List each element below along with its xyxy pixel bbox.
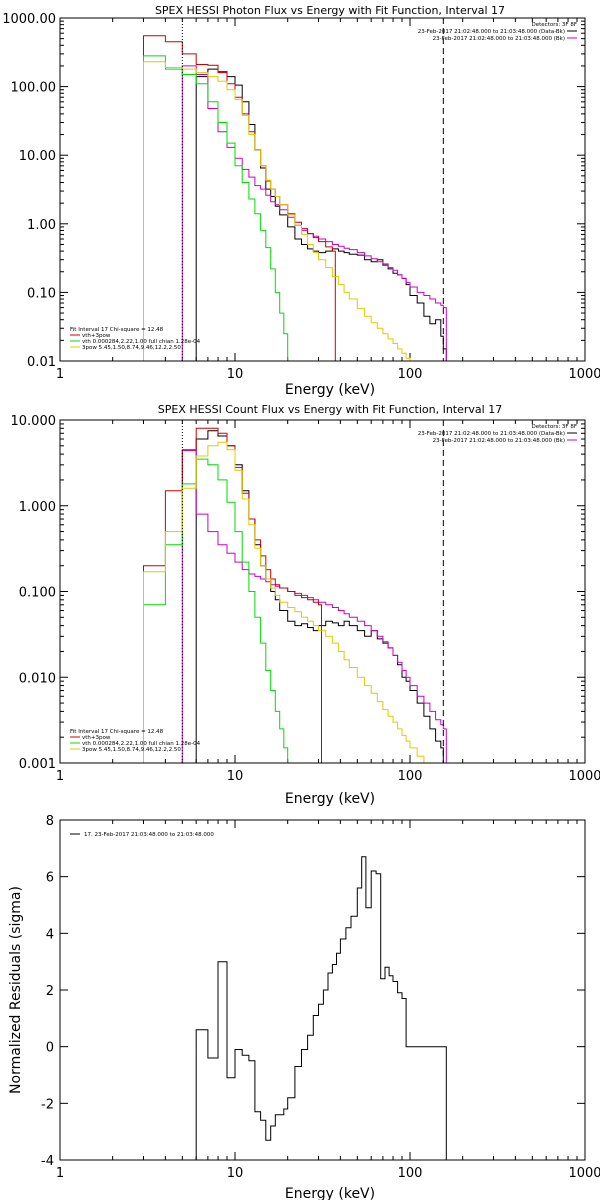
- y-axis-label: Normalized Residuals (sigma): [8, 886, 24, 1094]
- series-line-vth-3pow: [143, 427, 322, 763]
- x-axis-label: Energy (keV): [285, 382, 375, 398]
- plot-frame: [59, 819, 586, 1161]
- x-axis-label: Energy (keV): [285, 791, 375, 807]
- x-tick-label: 10: [227, 769, 244, 784]
- series-line-vth-3pow: [143, 35, 336, 361]
- x-axis-label: Energy (keV): [285, 1186, 375, 1200]
- legend-fit: Fit Interval 17 Chi-square = 12.48vth+3p…: [70, 729, 201, 753]
- y-tick-label: 0.100: [19, 586, 56, 601]
- x-tick-label: 100: [398, 769, 423, 784]
- y-tick-label: 1000.00: [2, 12, 56, 27]
- y-tick-label: 10.00: [19, 149, 56, 164]
- series-line-17: [182, 856, 447, 1161]
- x-tick-label: 100: [398, 1166, 423, 1181]
- series-line-bk: [181, 65, 447, 361]
- plot-frame: [59, 419, 586, 764]
- x-tick-label: 1000: [568, 769, 600, 784]
- y-tick-label: 4: [46, 927, 54, 942]
- legend-header: Detectors: 3F 8F: [531, 424, 577, 430]
- legend-entry: vth 0.000284,2.22,1.00 full chian 1.28e-…: [82, 339, 201, 345]
- legend-entry: 3pow 5.45,1.50,8.74,9.46,12.2,2.50: [82, 345, 181, 351]
- y-tick-label: 0: [46, 1041, 54, 1056]
- y-tick-label: -4: [41, 1154, 54, 1169]
- legend-entry: 23-Feb-2017 21:02:48.000 to 21:03:48.000…: [433, 438, 565, 444]
- x-tick-label: 1000: [568, 1166, 600, 1181]
- y-tick-label: 10.000: [11, 414, 57, 429]
- legend-entry: 17. 23-Feb-2017 21:03:48.000 to 21:03:48…: [84, 832, 214, 838]
- legend-entry: 3pow 5.45,1.50,8.74,9.46,12.2,2.50: [82, 747, 181, 753]
- y-tick-label: 100.00: [11, 81, 57, 96]
- legend-fit: Fit Interval 17 Chi-square = 12.48vth+3p…: [70, 327, 201, 351]
- y-tick-label: 0.010: [19, 671, 56, 686]
- legend-entry: vth+3pow: [82, 333, 111, 339]
- series-line-data-bk: [182, 68, 447, 362]
- chart-title: SPEX HESSI Photon Flux vs Energy with Fi…: [155, 4, 505, 17]
- x-tick-label: 1: [56, 769, 64, 784]
- legend-entry: 23-Feb-2017 21:02:48.000 to 21:03:48.000…: [433, 36, 565, 42]
- y-tick-label: 0.01: [27, 355, 56, 370]
- y-tick-label: 0.10: [27, 286, 56, 301]
- y-tick-label: 6: [46, 871, 54, 886]
- photon-flux-chart: SPEX HESSI Photon Flux vs Energy with Fi…: [2, 4, 600, 398]
- y-tick-label: 2: [46, 984, 54, 999]
- residuals-chart: Energy (keV) Normalized Residuals (sigma…: [8, 814, 600, 1200]
- y-tick-label: 0.001: [19, 757, 56, 772]
- series-line-3pow: [143, 441, 447, 764]
- series-line-vth: [143, 55, 291, 362]
- x-tick-label: 100: [398, 367, 423, 382]
- x-tick-label: 10: [227, 367, 244, 382]
- y-tick-label: 8: [46, 814, 54, 829]
- y-tick-label: -2: [41, 1097, 54, 1112]
- legend-entry: vth 0.000284,2.22,1.00 full chian 1.28e-…: [82, 741, 201, 747]
- chart-title: SPEX HESSI Count Flux vs Energy with Fit…: [158, 403, 502, 416]
- series-line-3pow: [143, 61, 447, 362]
- legend-entry: vth+3pow: [82, 735, 111, 741]
- x-tick-label: 1000: [568, 367, 600, 382]
- legend-interval: 17. 23-Feb-2017 21:03:48.000 to 21:03:48…: [70, 832, 214, 838]
- series-line-bk: [181, 450, 447, 763]
- y-tick-label: 1.000: [19, 500, 56, 515]
- legend-header: Fit Interval 17 Chi-square = 12.48: [70, 327, 164, 333]
- legend-entry: 23-Feb-2017 21:02:48.000 to 21:03:48.000…: [418, 431, 565, 437]
- x-tick-label: 1: [56, 367, 64, 382]
- legend-header: Fit Interval 17 Chi-square = 12.48: [70, 729, 164, 735]
- legend-entry: 23-Feb-2017 21:02:48.000 to 21:03:48.000…: [418, 29, 565, 35]
- x-tick-label: 1: [56, 1166, 64, 1181]
- count-flux-chart: SPEX HESSI Count Flux vs Energy with Fit…: [11, 403, 600, 807]
- plot-frame: [59, 17, 586, 362]
- y-tick-label: 1.00: [27, 218, 56, 233]
- legend-header: Detectors: 3F 8F: [531, 22, 577, 28]
- x-tick-label: 10: [227, 1166, 244, 1181]
